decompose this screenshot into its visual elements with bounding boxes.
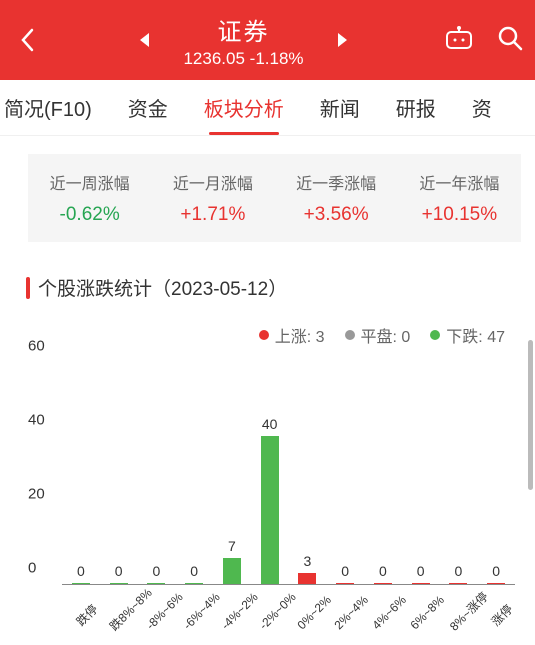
stat-value: +3.56%: [275, 204, 398, 226]
bar: [298, 573, 316, 584]
tab-资金[interactable]: 资金: [110, 80, 186, 135]
bar-column: 0: [175, 362, 213, 584]
search-icon[interactable]: [497, 25, 523, 56]
legend-item-up: 上涨: 3: [259, 323, 325, 347]
legend-item-flat: 平盘: 0: [345, 323, 411, 347]
prev-icon[interactable]: [135, 31, 153, 49]
stat-label: 近一季涨幅: [275, 170, 398, 194]
bar-value-label: 40: [262, 416, 278, 432]
bar-column: 0: [62, 362, 100, 584]
stat-label: 近一年涨幅: [398, 170, 521, 194]
bar: [72, 583, 90, 584]
period-stats: 近一周涨幅 -0.62%近一月涨幅 +1.71%近一季涨幅 +3.56%近一年涨幅 +1…: [28, 154, 521, 242]
period-stat: 近一年涨幅 +10.15%: [398, 170, 521, 226]
bar-value-label: 0: [152, 563, 160, 579]
tab-简况(F10)[interactable]: 简况(F10): [0, 80, 110, 135]
legend-text: 平盘: 0: [361, 323, 411, 347]
stat-value: +10.15%: [398, 204, 521, 226]
bar-column: 0: [138, 362, 176, 584]
bar-value-label: 0: [417, 563, 425, 579]
bar: [487, 583, 505, 584]
stat-label: 近一月涨幅: [151, 170, 274, 194]
bar: [185, 583, 203, 584]
y-tick-label: 40: [28, 412, 45, 429]
x-tick-label: 涨停: [483, 596, 532, 645]
bar: [110, 583, 128, 584]
bar-value-label: 3: [303, 553, 311, 569]
stat-value: -0.62%: [28, 204, 151, 226]
tab-资[interactable]: 资: [454, 80, 510, 135]
bar: [223, 558, 241, 584]
section-accent-bar: [26, 277, 30, 299]
chart-baseline: [62, 584, 515, 585]
app-header: 证券 1236.05 -1.18%: [0, 0, 535, 80]
tab-板块分析[interactable]: 板块分析: [186, 80, 302, 135]
bar-value-label: 7: [228, 538, 236, 554]
back-icon[interactable]: [12, 0, 42, 80]
distribution-chart: 0000740300000 0204060 跌停跌8%~8%-8%~6%-6%~…: [26, 351, 515, 641]
bar-value-label: 0: [341, 563, 349, 579]
y-tick-label: 20: [28, 486, 45, 503]
bar-column: 3: [289, 362, 327, 584]
header-center: 证券 1236.05 -1.18%: [42, 12, 445, 69]
title-block: 证券 1236.05 -1.18%: [183, 12, 303, 69]
bar: [261, 436, 279, 584]
header-title: 证券: [183, 12, 303, 47]
y-tick-label: 0: [28, 560, 36, 577]
chart-legend: 上涨: 3 平盘: 0 下跌: 47: [0, 323, 505, 347]
stat-label: 近一周涨幅: [28, 170, 151, 194]
period-stat: 近一周涨幅 -0.62%: [28, 170, 151, 226]
y-tick-label: 60: [28, 338, 45, 355]
chart-x-labels: 跌停跌8%~8%-8%~6%-6%~4%-4%~2%-2%~0%0%~2%2%~…: [62, 591, 515, 641]
legend-text: 下跌: 47: [446, 323, 505, 347]
chart-plot-area: 0000740300000 0204060: [62, 363, 515, 585]
legend-text: 上涨: 3: [275, 323, 325, 347]
bar-value-label: 0: [379, 563, 387, 579]
bar: [147, 583, 165, 584]
tab-新闻[interactable]: 新闻: [302, 80, 378, 135]
bar-value-label: 0: [115, 563, 123, 579]
period-stat: 近一月涨幅 +1.71%: [151, 170, 274, 226]
legend-dot: [259, 330, 269, 340]
period-stat: 近一季涨幅 +3.56%: [275, 170, 398, 226]
bar: [374, 583, 392, 584]
section-title: 个股涨跌统计（2023-05-12）: [26, 274, 535, 301]
robot-icon[interactable]: [445, 25, 473, 56]
bar-value-label: 0: [492, 563, 500, 579]
chart-bars: 0 0 0 0 7 40 3 0 0 0 0 0: [62, 362, 515, 584]
section-title-text: 个股涨跌统计（2023-05-12）: [38, 274, 287, 301]
bar-value-label: 0: [454, 563, 462, 579]
header-actions: [445, 25, 523, 56]
bar-column: 0: [440, 362, 478, 584]
bar: [412, 583, 430, 584]
bar-value-label: 0: [190, 563, 198, 579]
bar-column: 40: [251, 362, 289, 584]
bar-column: 0: [364, 362, 402, 584]
bar-column: 7: [213, 362, 251, 584]
bar-column: 0: [100, 362, 138, 584]
bar-column: 0: [402, 362, 440, 584]
legend-dot: [430, 330, 440, 340]
next-icon[interactable]: [334, 31, 352, 49]
header-subtitle: 1236.05 -1.18%: [183, 49, 303, 69]
stat-value: +1.71%: [151, 204, 274, 226]
scroll-indicator[interactable]: [528, 340, 533, 490]
bar-value-label: 0: [77, 563, 85, 579]
tab-bar: 简况(F10)资金板块分析新闻研报资: [0, 80, 535, 136]
legend-item-down: 下跌: 47: [430, 323, 505, 347]
bar-column: 0: [477, 362, 515, 584]
bar: [336, 583, 354, 584]
legend-dot: [345, 330, 355, 340]
tab-研报[interactable]: 研报: [378, 80, 454, 135]
bar: [449, 583, 467, 584]
bar-column: 0: [326, 362, 364, 584]
